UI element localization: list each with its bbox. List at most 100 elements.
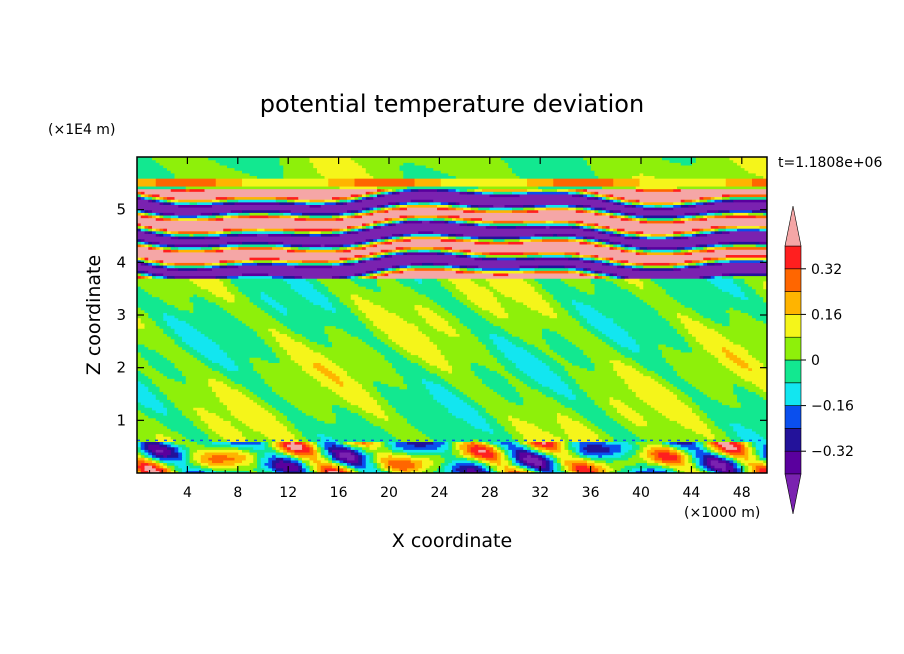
contour-cell [137,270,146,274]
contour-cell [204,236,221,240]
contour-cell [170,449,176,453]
contour-cell [575,380,626,385]
contour-cell [515,457,521,461]
contour-cell [729,454,734,458]
contour-cell [707,441,712,445]
contour-cell [163,212,176,216]
contour-cell [137,304,176,308]
contour-cell [459,188,468,192]
contour-cell [448,278,472,282]
contour-cell [294,359,333,363]
contour-cell [474,267,483,271]
contour-cell [594,275,599,279]
contour-cell [609,275,614,279]
contour-cell [587,272,592,277]
contour-cell [635,449,644,453]
contour-cell [354,467,359,471]
contour-cell [583,267,588,271]
contour-cell [695,157,731,161]
contour-cell [332,301,344,306]
contour-cell [575,409,607,414]
contour-cell [695,412,708,416]
contour-cell [144,212,149,216]
contour-cell [542,449,551,453]
contour-cell [140,225,146,229]
contour-cell [365,207,371,211]
contour-cell [673,264,678,269]
contour-cell [137,330,164,335]
contour-cell [332,262,341,266]
contour-cell [294,404,333,408]
contour-cell [377,191,382,195]
contour-cell [620,399,644,403]
contour-cell [377,267,382,271]
contour-cell [313,286,329,290]
contour-cell [759,467,767,471]
contour-cell [245,457,254,461]
contour-cell [519,457,524,461]
contour-cell [733,444,742,448]
contour-cell [733,351,749,356]
contour-cell [755,288,767,292]
contour-cell [354,243,359,248]
contour-cell [365,462,374,466]
contour-cell [328,183,356,187]
contour-cell [665,386,678,390]
contour-cell [215,275,228,279]
contour-cell [699,243,708,248]
contour-cell [275,462,296,466]
contour-cell [324,328,344,332]
contour-cell [448,388,461,392]
contour-cell [673,467,678,471]
contour-cell [583,209,588,213]
contour-cell [324,201,337,205]
contour-cell [515,428,543,432]
contour-cell [365,388,378,392]
contour-cell [523,396,554,400]
contour-cell [290,336,307,340]
contour-cell [643,204,656,208]
contour-cell [339,441,344,445]
contour-cell [508,449,513,453]
contour-cell [362,407,382,411]
contour-cell [305,201,326,205]
contour-cell [598,309,659,313]
contour-cell [163,228,168,232]
contour-cell [553,357,566,361]
contour-cell [365,312,397,316]
contour-cell [193,420,206,424]
contour-cell [144,446,149,450]
contour-cell [632,444,641,448]
contour-cell [680,312,701,316]
contour-cell [680,217,689,221]
contour-cell [718,209,731,213]
contour-cell [174,196,217,200]
contour-cell [279,343,307,348]
contour-cell [395,249,401,253]
contour-cell [159,325,172,329]
contour-cell [594,367,614,371]
contour-cell [399,264,408,269]
contour-cell [635,359,667,363]
contour-cell [643,280,656,284]
contour-cell [268,214,281,219]
contour-cell [227,309,266,313]
contour-cell [467,420,487,424]
contour-cell [707,259,716,263]
contour-cell [287,307,326,311]
contour-cell [482,462,487,466]
contour-cell [392,449,404,453]
contour-cell [699,259,704,263]
contour-cell [710,449,716,453]
contour-cell [463,417,487,421]
contour-cell [478,283,491,287]
contour-cell [425,320,449,324]
contour-cell [575,449,581,453]
contour-cell [467,446,472,450]
contour-cell [163,401,176,406]
contour-cell [695,159,734,163]
contour-cell [137,209,142,213]
contour-cell [508,370,524,374]
contour-cell [275,307,288,311]
contour-cell [140,241,146,245]
